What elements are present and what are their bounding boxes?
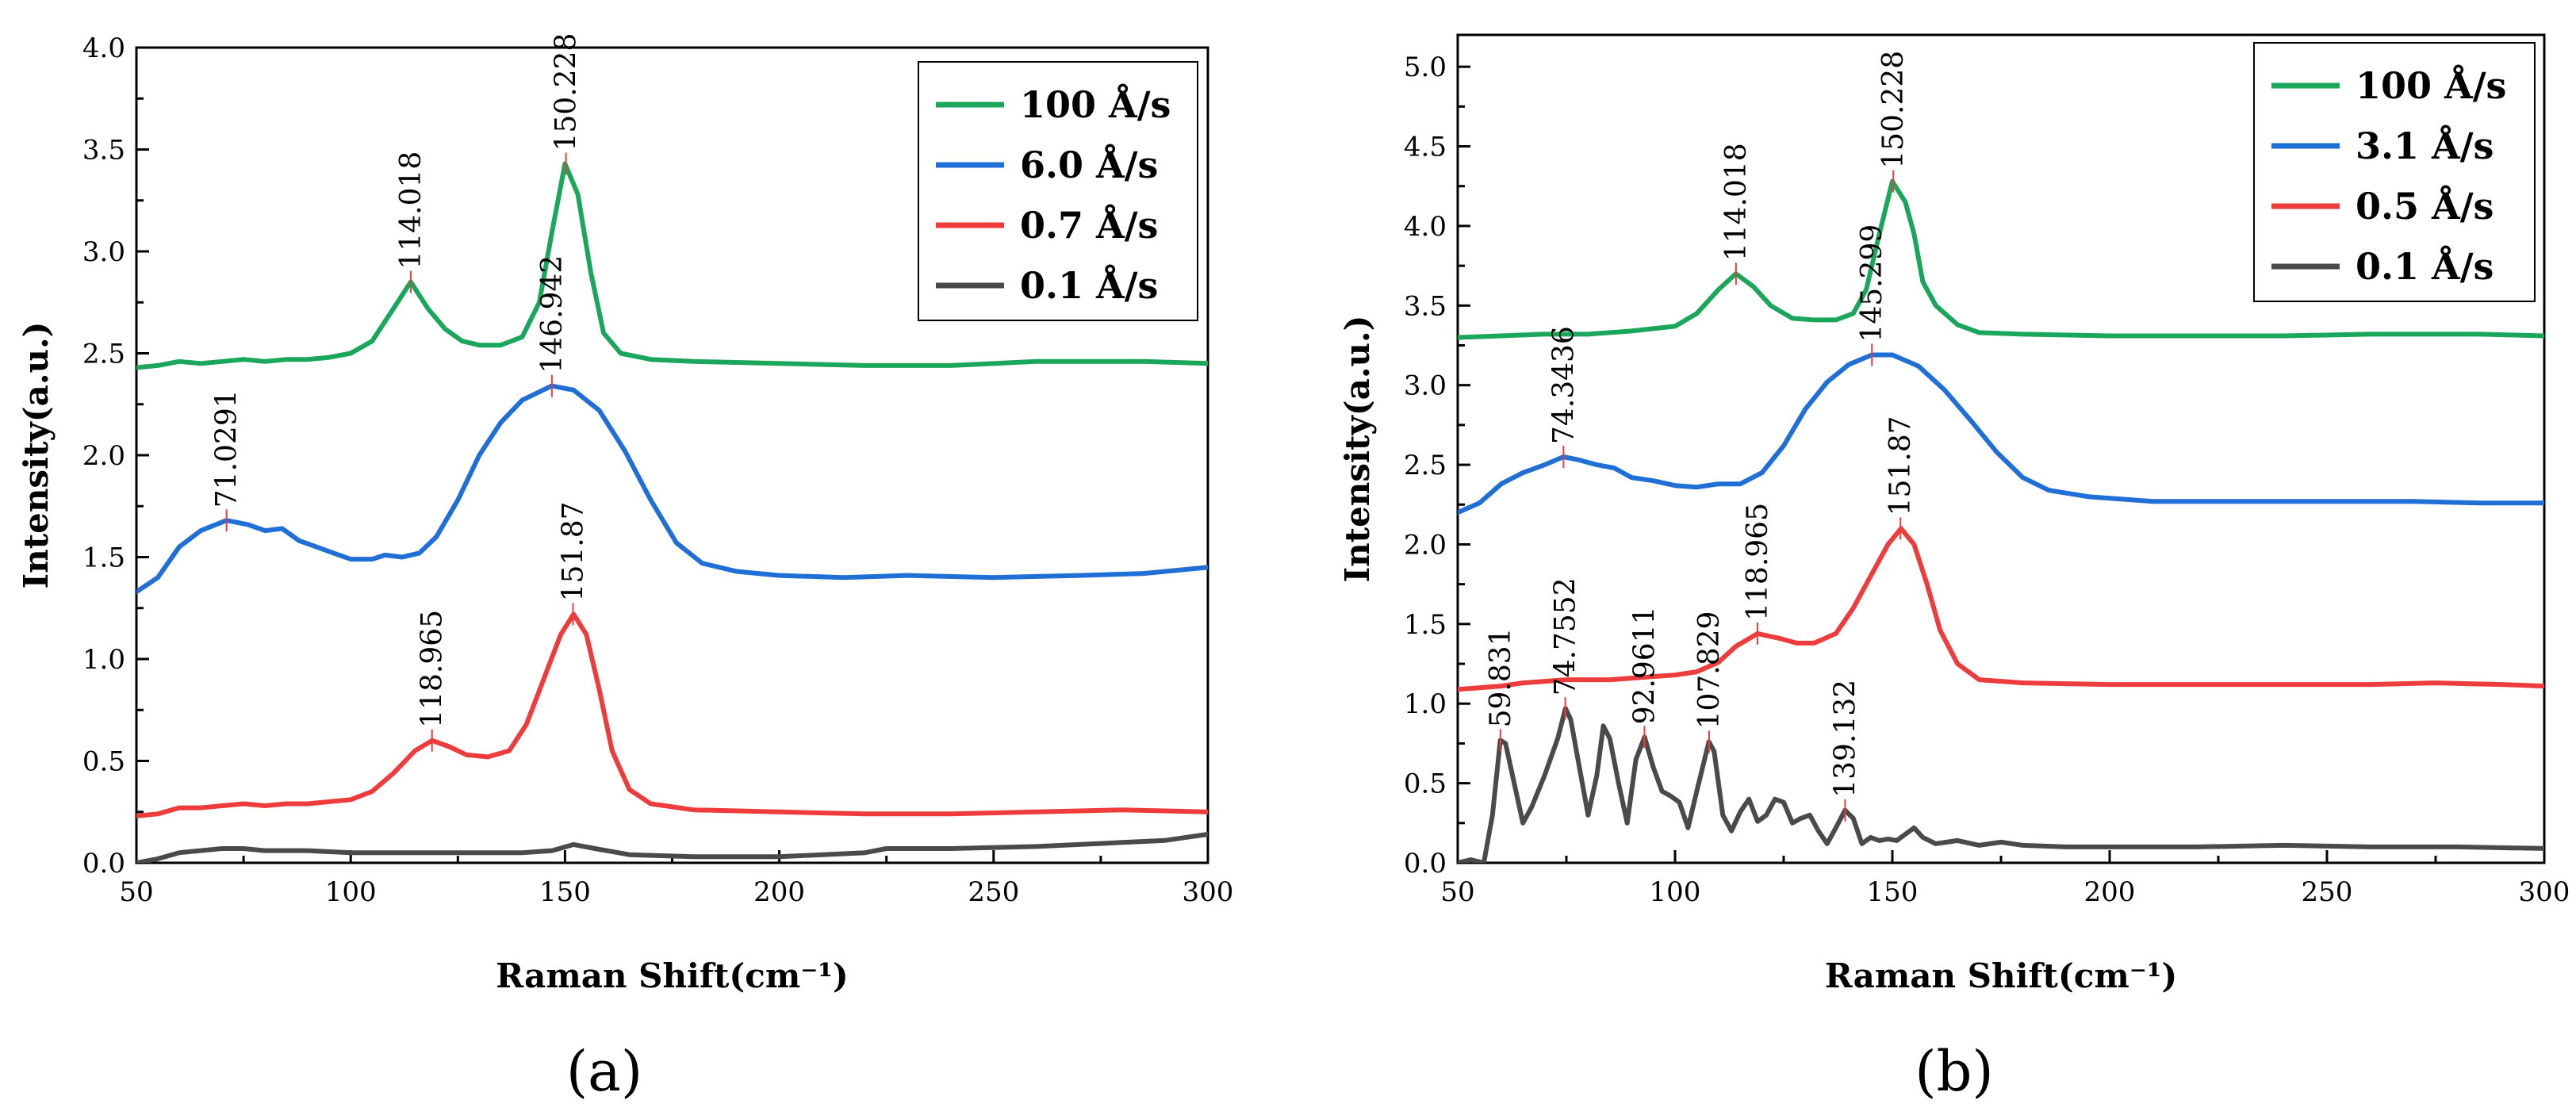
peak-label-b: 118.965 [1742, 503, 1774, 621]
peak-label-a: 146.942 [536, 255, 569, 374]
caption-b: (b) [1915, 1039, 1993, 1104]
series-line-b-2 [1458, 526, 2544, 692]
x-tick-label-b: 250 [2302, 876, 2353, 908]
y-axis-title-b: Intensity(a.u.) [1338, 316, 1377, 583]
chart-a: 50 100 150 200 250 300 0.0 0.5 1.0 1.5 2.0 2.5 3.0 3.… [17, 33, 1233, 995]
x-tick-label-b: 300 [2519, 876, 2570, 908]
y-tick-label-b: 4.0 [1404, 211, 1447, 243]
legend-entry-a: 0.7 Å/s [1020, 203, 1158, 247]
legend-entry-b: 0.1 Å/s [2356, 244, 2494, 288]
y-tick-label-a: 4.0 [82, 33, 125, 64]
peak-label-b: 74.7552 [1550, 577, 1582, 696]
y-tick-label-a: 0.0 [82, 848, 125, 879]
peak-label-b: 59.831 [1485, 627, 1517, 727]
peak-label-b: 92.9611 [1628, 607, 1661, 725]
x-tick-label-b: 100 [1650, 876, 1701, 908]
peak-label-b: 145.299 [1856, 224, 1888, 343]
peak-label-b: 114.018 [1720, 143, 1753, 261]
y-tick-label-b: 2.5 [1404, 450, 1447, 481]
series-line-a-1 [136, 383, 1208, 595]
legend-entry-b: 0.5 Å/s [2356, 184, 2494, 228]
y-tick-label-a: 3.0 [82, 236, 125, 268]
peak-label-a: 150.228 [550, 33, 583, 151]
y-tick-label-a: 1.5 [82, 542, 125, 574]
y-tick-label-b: 3.0 [1404, 370, 1447, 402]
y-tick-label-a: 0.5 [82, 746, 125, 778]
peak-label-b: 139.132 [1829, 680, 1861, 798]
peak-label-b: 150.228 [1877, 51, 1910, 169]
x-tick-label-a: 250 [968, 876, 1019, 908]
legend-entry-a: 100 Å/s [1020, 82, 1171, 126]
peak-label-b: 107.829 [1693, 611, 1726, 730]
y-tick-label-b: 5.0 [1404, 52, 1447, 83]
x-tick-label-a: 200 [753, 876, 805, 908]
series-line-a-2 [136, 611, 1208, 818]
legend-entry-b: 100 Å/s [2356, 63, 2506, 107]
y-tick-label-b: 1.0 [1404, 688, 1447, 720]
peak-label-b: 74.3436 [1547, 326, 1580, 444]
legend-entry-a: 6.0 Å/s [1020, 143, 1158, 186]
series-line-b-3 [1458, 706, 2544, 863]
x-tick-label-b: 50 [1440, 876, 1474, 908]
y-tick-label-b: 2.0 [1404, 529, 1447, 561]
x-axis-title-b: Raman Shift(cm⁻¹) [1825, 956, 2178, 995]
series-line-a-0 [136, 161, 1208, 370]
y-tick-label-b: 3.5 [1404, 290, 1447, 322]
x-tick-label-b: 200 [2084, 876, 2136, 908]
series-line-a-3 [136, 832, 1208, 863]
y-tick-label-b: 0.0 [1404, 848, 1447, 879]
peak-label-a: 118.965 [416, 610, 449, 728]
x-tick-label-a: 150 [539, 876, 591, 908]
y-tick-label-a: 3.5 [82, 135, 125, 167]
x-tick-label-a: 300 [1183, 876, 1234, 908]
x-axis-title-a: Raman Shift(cm⁻¹) [496, 956, 849, 995]
x-tick-label-b: 150 [1867, 876, 1919, 908]
chart-b: 50 100 150 200 250 300 0.0 0.5 1.0 1.5 2.0 2.5 3.0 3.… [1338, 33, 2570, 995]
y-tick-label-b: 4.5 [1404, 132, 1447, 163]
y-tick-label-b: 1.5 [1404, 609, 1447, 641]
legend-entry-a: 0.1 Å/s [1020, 263, 1158, 307]
y-tick-label-b: 0.5 [1404, 768, 1447, 800]
peak-label-a: 71.0291 [211, 389, 243, 508]
peak-label-b: 151.87 [1884, 416, 1917, 515]
series-line-b-1 [1458, 352, 2544, 515]
y-tick-label-a: 2.5 [82, 339, 125, 370]
y-tick-label-a: 1.0 [82, 644, 125, 676]
legend-entry-b: 3.1 Å/s [2356, 124, 2494, 167]
x-tick-label-a: 100 [325, 876, 377, 908]
caption-a: (a) [566, 1039, 642, 1104]
x-tick-label-a: 50 [119, 876, 153, 908]
peak-label-a: 114.018 [395, 151, 427, 270]
y-tick-label-a: 2.0 [82, 440, 125, 472]
y-axis-title-a: Intensity(a.u.) [17, 322, 56, 589]
series-line-b-0 [1458, 178, 2544, 340]
peak-label-a: 151.87 [558, 501, 590, 601]
